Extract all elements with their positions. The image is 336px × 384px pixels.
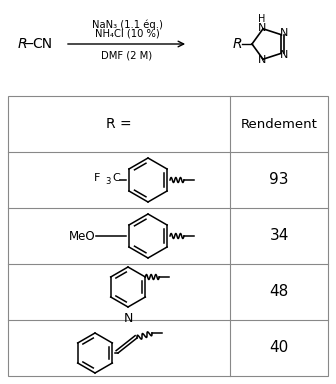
Text: NH₄Cl (10 %): NH₄Cl (10 %) [95,28,159,38]
Bar [8,96,328,376]
Text: C: C [112,173,120,183]
Text: R: R [17,37,27,51]
Text: N: N [280,50,288,60]
Text: 48: 48 [269,285,289,300]
Text: Rendement: Rendement [241,118,318,131]
Text: H: H [258,14,266,24]
Text: NaN₃ (1.1 éq.): NaN₃ (1.1 éq.) [92,20,162,30]
FancyArrowPatch shape [68,41,184,47]
Text: −: − [22,37,34,51]
Text: N: N [258,55,266,65]
Text: F: F [94,173,100,183]
Text: CN: CN [32,37,52,51]
Text: N: N [123,312,133,325]
Text: N: N [280,28,288,38]
Text: 93: 93 [269,172,289,187]
Text: 34: 34 [269,228,289,243]
Text: R =: R = [107,117,132,131]
Text: MeO: MeO [69,230,96,243]
Text: R: R [233,37,242,51]
Text: DMF (2 M): DMF (2 M) [101,50,153,60]
Text: 3: 3 [105,177,110,187]
Text: N: N [258,23,266,33]
Text: 40: 40 [269,341,289,356]
